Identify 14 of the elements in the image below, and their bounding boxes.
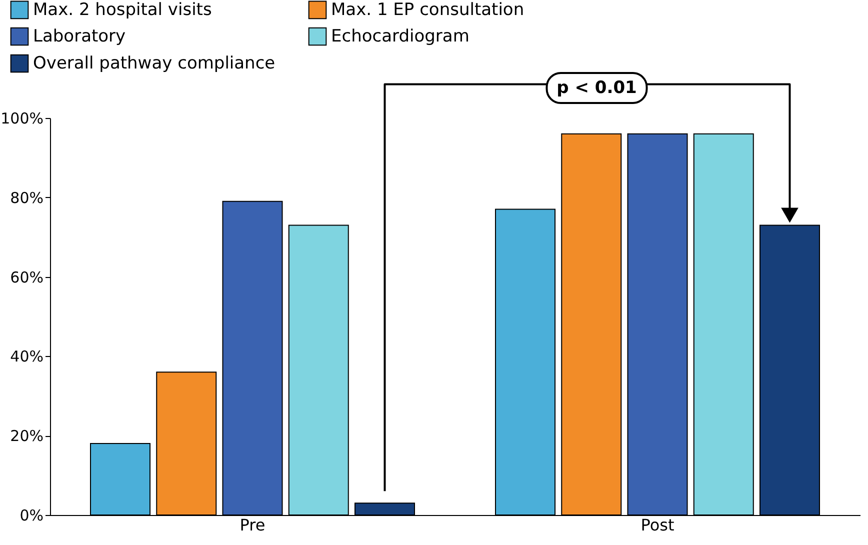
legend-label: Echocardiogram — [331, 26, 470, 46]
y-tick-label: 100% — [0, 110, 44, 128]
legend-label: Max. 2 hospital visits — [33, 0, 212, 20]
y-tick-label: 80% — [10, 188, 44, 207]
y-tick-label: 0% — [20, 506, 44, 524]
text: p < 0.01 — [556, 78, 637, 98]
y-tick-label: 20% — [10, 427, 44, 446]
y-tick-label: 60% — [10, 268, 44, 286]
x-tick-label: Pre — [240, 516, 266, 534]
legend-label: Overall pathway compliance — [33, 54, 276, 74]
legend-label: Max. 1 EP consultation — [331, 0, 524, 20]
legend-label: Laboratory — [33, 26, 126, 46]
y-tick-label: 40% — [10, 348, 44, 366]
x-tick-label: Post — [640, 516, 674, 534]
